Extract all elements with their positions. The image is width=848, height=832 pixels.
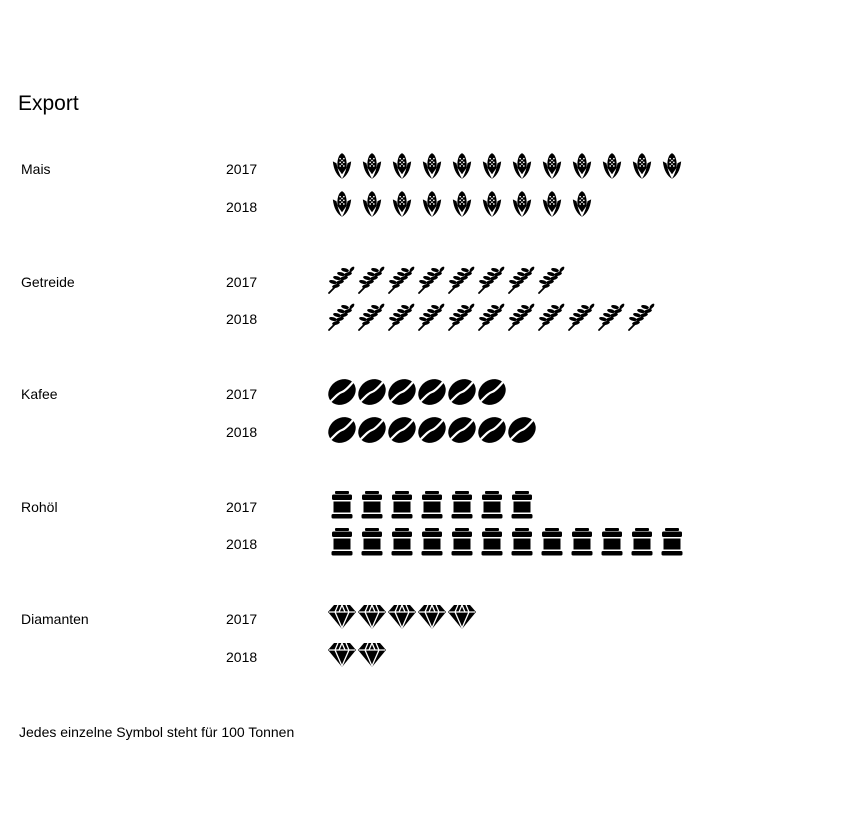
- coffee-bean-icon: [507, 414, 537, 445]
- coffee-bean-icon: [477, 414, 507, 445]
- diamond-icon: [417, 604, 447, 630]
- year-label: 2017: [226, 386, 258, 402]
- corn-icon: [602, 153, 622, 179]
- corn-icon: [542, 190, 562, 217]
- year-label: 2017: [226, 273, 258, 290]
- corn-icon: [572, 153, 592, 179]
- wheat-icon: [447, 302, 477, 331]
- wheat-icon: [537, 264, 567, 294]
- corn-icon: [392, 190, 412, 217]
- category-label: Diamanten: [21, 611, 89, 627]
- coffee-bean-icon: [477, 377, 507, 407]
- corn-icon: [572, 190, 592, 217]
- corn-icon: [392, 153, 412, 179]
- year-label: 2018: [226, 648, 258, 665]
- wheat-icon: [627, 302, 657, 331]
- wheat-icon: [597, 302, 627, 331]
- wheat-icon: [357, 302, 387, 331]
- oil-barrel-icon: [361, 490, 383, 518]
- coffee-bean-icon: [357, 414, 387, 445]
- year-label: 2017: [226, 161, 258, 177]
- wheat-icon: [447, 264, 477, 294]
- diamond-icon: [327, 604, 357, 630]
- coffee-bean-icon: [327, 377, 357, 407]
- oil-barrel-icon: [421, 490, 443, 518]
- category-label: Kafee: [21, 386, 58, 402]
- corn-icon: [512, 153, 532, 179]
- oil-barrel-icon: [391, 528, 413, 556]
- category-label: Rohöl: [21, 498, 58, 515]
- corn-icon: [542, 153, 562, 179]
- oil-barrel-icon: [361, 528, 383, 556]
- oil-barrel-icon: [541, 528, 563, 556]
- oil-barrel-icon: [571, 528, 593, 556]
- wheat-icon: [507, 264, 537, 294]
- coffee-bean-icon: [417, 414, 447, 445]
- corn-icon: [422, 190, 442, 217]
- corn-icon: [512, 190, 532, 217]
- oil-barrel-icon: [511, 528, 533, 556]
- diamond-icon: [447, 604, 477, 630]
- oil-barrel-icon: [421, 528, 443, 556]
- year-label: 2018: [226, 311, 258, 327]
- wheat-icon: [507, 302, 537, 331]
- wheat-icon: [387, 302, 417, 331]
- corn-icon: [452, 153, 472, 179]
- coffee-bean-icon: [327, 414, 357, 445]
- coffee-bean-icon: [447, 414, 477, 445]
- year-label: 2018: [226, 423, 258, 440]
- oil-barrel-icon: [601, 528, 623, 556]
- oil-barrel-icon: [631, 528, 653, 556]
- oil-barrel-icon: [451, 490, 473, 518]
- wheat-icon: [417, 302, 447, 331]
- wheat-icon: [477, 302, 507, 331]
- wheat-icon: [327, 264, 357, 294]
- oil-barrel-icon: [481, 528, 503, 556]
- category-label: Mais: [21, 161, 51, 177]
- coffee-bean-icon: [387, 414, 417, 445]
- wheat-icon: [387, 264, 417, 294]
- coffee-bean-icon: [447, 377, 477, 407]
- wheat-icon: [357, 264, 387, 294]
- wheat-icon: [477, 264, 507, 294]
- corn-icon: [452, 190, 472, 217]
- year-label: 2017: [226, 498, 258, 515]
- wheat-icon: [567, 302, 597, 331]
- oil-barrel-icon: [511, 490, 533, 518]
- wheat-icon: [417, 264, 447, 294]
- diamond-icon: [357, 604, 387, 630]
- corn-icon: [362, 153, 382, 179]
- corn-icon: [482, 153, 502, 179]
- category-label: Getreide: [21, 273, 75, 290]
- year-label: 2018: [226, 198, 258, 215]
- chart-title: Export: [18, 92, 79, 115]
- oil-barrel-icon: [391, 490, 413, 518]
- corn-icon: [362, 190, 382, 217]
- year-label: 2018: [226, 536, 258, 552]
- diamond-icon: [357, 641, 387, 668]
- wheat-icon: [537, 302, 567, 331]
- corn-icon: [632, 153, 652, 179]
- coffee-bean-icon: [357, 377, 387, 407]
- oil-barrel-icon: [451, 528, 473, 556]
- corn-icon: [662, 153, 682, 179]
- chart-footnote: Jedes einzelne Symbol steht für 100 Tonn…: [19, 724, 295, 740]
- oil-barrel-icon: [481, 490, 503, 518]
- corn-icon: [332, 190, 352, 217]
- diamond-icon: [387, 604, 417, 630]
- oil-barrel-icon: [331, 528, 353, 556]
- coffee-bean-icon: [387, 377, 417, 407]
- corn-icon: [332, 153, 352, 179]
- oil-barrel-icon: [331, 490, 353, 518]
- oil-barrel-icon: [661, 528, 683, 556]
- year-label: 2017: [226, 611, 258, 627]
- corn-icon: [482, 190, 502, 217]
- wheat-icon: [327, 302, 357, 331]
- coffee-bean-icon: [417, 377, 447, 407]
- diamond-icon: [327, 641, 357, 668]
- corn-icon: [422, 153, 442, 179]
